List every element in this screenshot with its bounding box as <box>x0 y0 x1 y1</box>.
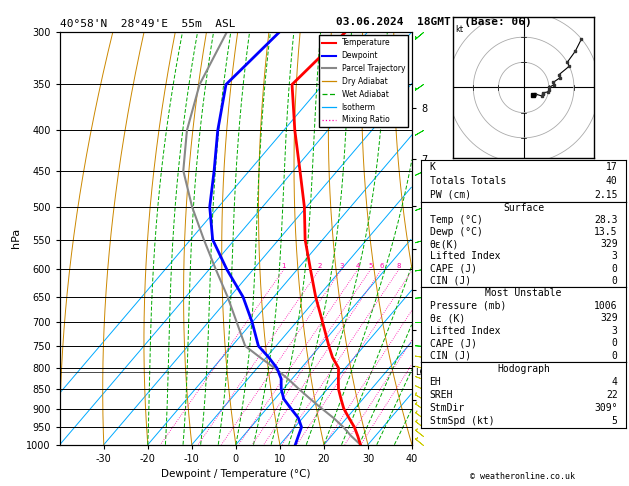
Text: 1006: 1006 <box>594 300 618 311</box>
Text: 22: 22 <box>606 390 618 400</box>
Y-axis label: hPa: hPa <box>11 228 21 248</box>
Text: Lifted Index: Lifted Index <box>430 326 500 336</box>
Text: CAPE (J): CAPE (J) <box>430 263 477 274</box>
Text: StmDir: StmDir <box>430 403 465 413</box>
Text: 5: 5 <box>369 263 373 269</box>
Text: 329: 329 <box>600 239 618 249</box>
Text: Surface: Surface <box>503 203 544 213</box>
Text: 3: 3 <box>339 263 344 269</box>
Text: 28.3: 28.3 <box>594 215 618 225</box>
Text: kt: kt <box>455 25 464 34</box>
Text: 0: 0 <box>612 338 618 348</box>
Text: 17: 17 <box>606 162 618 172</box>
Text: 4: 4 <box>355 263 360 269</box>
Text: 1: 1 <box>282 263 286 269</box>
Text: Hodograph: Hodograph <box>497 364 550 374</box>
Text: 2: 2 <box>317 263 321 269</box>
X-axis label: Dewpoint / Temperature (°C): Dewpoint / Temperature (°C) <box>161 469 311 479</box>
Text: Pressure (mb): Pressure (mb) <box>430 300 506 311</box>
Text: LCL: LCL <box>416 368 431 377</box>
Text: 5: 5 <box>612 416 618 426</box>
Text: Dewp (°C): Dewp (°C) <box>430 227 482 237</box>
Text: 8: 8 <box>397 263 401 269</box>
Text: Temp (°C): Temp (°C) <box>430 215 482 225</box>
Text: EH: EH <box>430 377 442 387</box>
Text: 0: 0 <box>612 351 618 361</box>
Text: θε(K): θε(K) <box>430 239 459 249</box>
Text: 03.06.2024  18GMT  (Base: 06): 03.06.2024 18GMT (Base: 06) <box>336 17 532 27</box>
Text: 40: 40 <box>606 176 618 186</box>
Text: Mixing Ratio (g/kg): Mixing Ratio (g/kg) <box>437 198 446 278</box>
Text: 13.5: 13.5 <box>594 227 618 237</box>
Text: 309°: 309° <box>594 403 618 413</box>
Text: CIN (J): CIN (J) <box>430 276 470 286</box>
Text: Totals Totals: Totals Totals <box>430 176 506 186</box>
Text: 2.15: 2.15 <box>594 190 618 200</box>
Text: © weatheronline.co.uk: © weatheronline.co.uk <box>470 472 574 481</box>
Text: PW (cm): PW (cm) <box>430 190 470 200</box>
Text: 0: 0 <box>612 276 618 286</box>
Text: 3: 3 <box>612 326 618 336</box>
Text: θε (K): θε (K) <box>430 313 465 323</box>
Text: CAPE (J): CAPE (J) <box>430 338 477 348</box>
Text: StmSpd (kt): StmSpd (kt) <box>430 416 494 426</box>
Text: 6: 6 <box>379 263 384 269</box>
Text: 4: 4 <box>612 377 618 387</box>
Text: 0: 0 <box>612 263 618 274</box>
Text: Lifted Index: Lifted Index <box>430 251 500 261</box>
Y-axis label: km
ASL: km ASL <box>430 229 452 247</box>
Text: CIN (J): CIN (J) <box>430 351 470 361</box>
Legend: Temperature, Dewpoint, Parcel Trajectory, Dry Adiabat, Wet Adiabat, Isotherm, Mi: Temperature, Dewpoint, Parcel Trajectory… <box>319 35 408 127</box>
Text: 3: 3 <box>612 251 618 261</box>
Text: 329: 329 <box>600 313 618 323</box>
Text: SREH: SREH <box>430 390 453 400</box>
Text: 40°58'N  28°49'E  55m  ASL: 40°58'N 28°49'E 55m ASL <box>60 19 235 30</box>
Text: Most Unstable: Most Unstable <box>486 288 562 298</box>
Text: K: K <box>430 162 435 172</box>
